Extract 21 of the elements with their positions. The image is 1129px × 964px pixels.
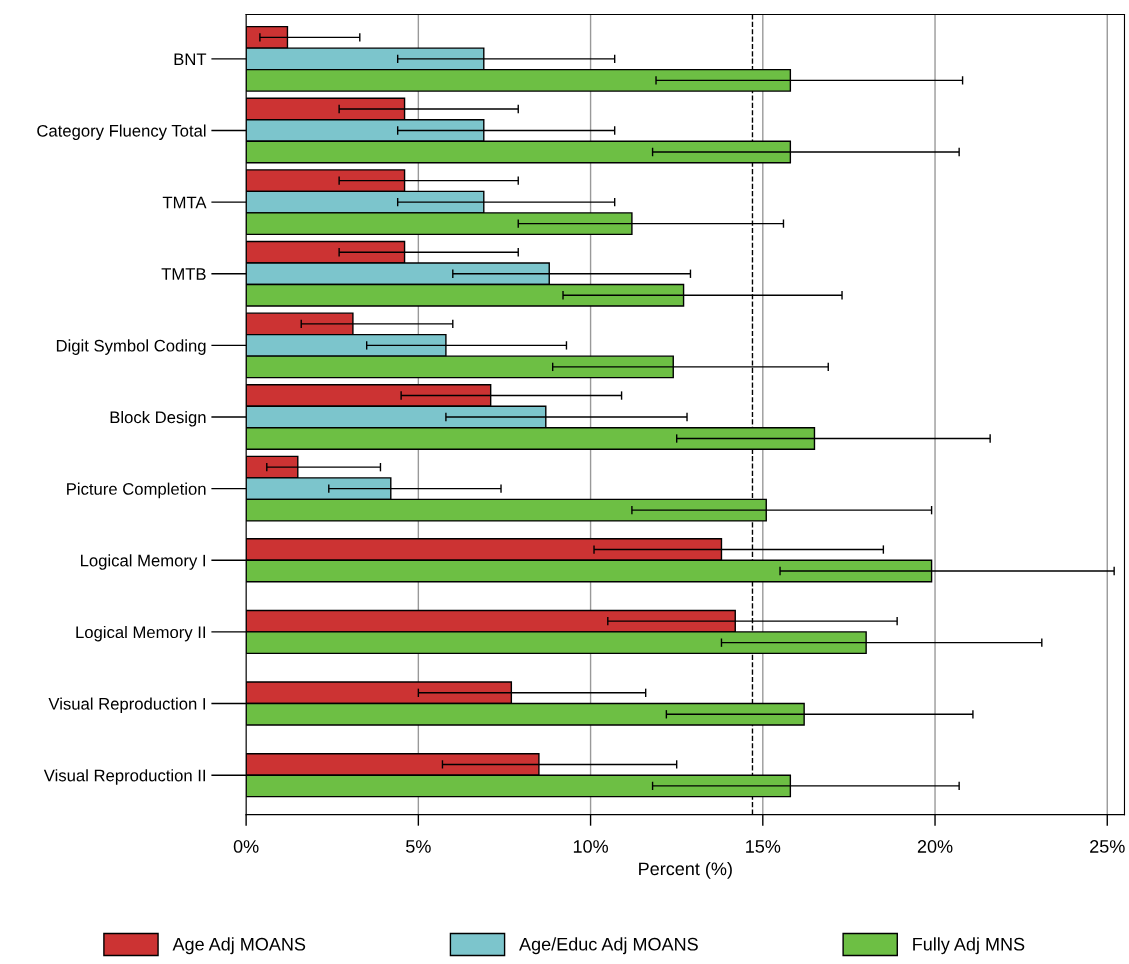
- x-tick-label: 15%: [746, 840, 781, 853]
- y-tick-label: Block Design: [110, 410, 206, 427]
- x-tick-label: 0%: [233, 840, 259, 853]
- y-tick-label: TMTA: [162, 196, 207, 209]
- y-tick-label: Logical Memory II: [76, 625, 206, 642]
- legend-label: Age Adj MOANS: [172, 937, 306, 955]
- x-tick-label: 20%: [917, 840, 953, 853]
- legend-label: Age/Educ Adj MOANS: [519, 937, 698, 955]
- x-tick-label: 25%: [1090, 840, 1125, 853]
- y-tick-label: Visual Reproduction I: [48, 697, 206, 714]
- y-tick-label: TMTB: [161, 268, 206, 280]
- legend-label: Fully Adj MNS: [913, 937, 1025, 955]
- y-tick-label: BNT: [174, 53, 207, 65]
- y-tick-label: Logical Memory I: [81, 554, 206, 570]
- x-tick-label: 5%: [406, 840, 431, 853]
- y-tick-label: Picture Completion: [67, 482, 206, 499]
- y-tick-label: Digit Symbol Coding: [56, 339, 206, 355]
- x-tick-label: 10%: [573, 840, 608, 853]
- y-tick-label: Category Fluency Total: [37, 124, 206, 140]
- y-tick-label: Visual Reproduction II: [43, 769, 206, 785]
- x-axis-title: Percent (%): [639, 861, 732, 879]
